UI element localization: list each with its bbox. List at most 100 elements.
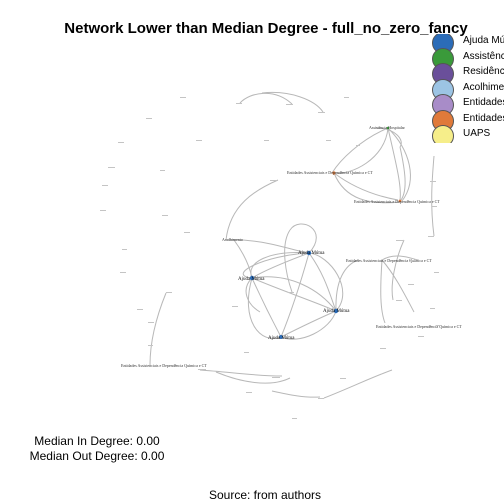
edge <box>331 127 389 174</box>
edge <box>280 310 337 340</box>
edge <box>381 259 415 313</box>
node-label-ajuda-bottom: Ajuda Mútua <box>268 336 295 341</box>
legend-swatch <box>432 125 454 143</box>
edges <box>149 91 435 399</box>
edge <box>399 146 406 201</box>
median-in-degree: Median In Degree: 0.00 <box>34 434 160 448</box>
legend-label: Entidades <box>463 112 504 124</box>
edge <box>251 252 310 279</box>
isolated-node <box>430 308 435 309</box>
node-ajuda-left[interactable] <box>249 275 255 281</box>
isolated-node <box>272 377 280 378</box>
edge <box>381 255 419 261</box>
node-label-acolhimento: Acolhimento <box>222 237 243 242</box>
isolated-node <box>430 181 436 182</box>
edge <box>280 252 310 338</box>
isolated-node <box>356 145 360 146</box>
isolated-node <box>434 272 439 273</box>
nodes <box>249 126 402 339</box>
legend-label: Acolhime <box>463 81 504 93</box>
isolated-node <box>108 167 115 168</box>
edge <box>247 277 282 339</box>
node-label-ajuda-top: Ajuda Mútua <box>298 251 325 256</box>
edge <box>284 229 293 293</box>
edge <box>375 127 402 148</box>
isolated-node <box>380 348 386 349</box>
isolated-node <box>137 309 143 310</box>
isolated-node <box>118 142 124 143</box>
legend: Ajuda Mú Assistênc Residênc Acolhime Entidad… <box>432 34 504 143</box>
edge <box>225 179 279 241</box>
isolated-node-marks <box>100 97 441 419</box>
isolated-node <box>100 210 106 211</box>
edge <box>239 92 293 105</box>
isolated-node <box>148 345 153 346</box>
node-label-ajuda-right: Ajuda Mútua <box>323 309 350 314</box>
edge <box>271 390 321 398</box>
isolated-node <box>292 418 297 419</box>
edge <box>387 127 411 202</box>
node-ajuda-bottom[interactable] <box>279 335 283 339</box>
edge <box>245 277 261 313</box>
isolated-node <box>408 284 414 285</box>
isolated-node <box>160 170 165 171</box>
isolated-node <box>410 260 416 261</box>
edge <box>215 371 291 384</box>
legend-label: Residênc <box>463 66 504 77</box>
edge <box>261 91 324 113</box>
isolated-node <box>148 322 154 323</box>
edge <box>335 259 359 312</box>
edge <box>280 310 337 338</box>
isolated-node <box>244 352 249 353</box>
edge <box>387 127 401 201</box>
isolated-node <box>196 140 202 141</box>
edge <box>225 239 310 254</box>
isolated-node <box>428 236 434 237</box>
edge <box>251 277 282 338</box>
isolated-node <box>344 97 349 98</box>
isolated-node <box>166 292 172 293</box>
node-label-entidade-bottom-left: Entidades Assistenciais e Dependência Qu… <box>121 363 207 368</box>
legend-label: UAPS <box>463 128 491 139</box>
node-entidade[interactable] <box>398 199 402 203</box>
chart-title: Network Lower than Median Degree - full_… <box>64 20 468 37</box>
isolated-node <box>418 336 424 337</box>
legend-label: Entidades <box>463 97 504 108</box>
isolated-node <box>286 104 293 105</box>
legend-label: Ajuda Mú <box>463 35 504 46</box>
isolated-node <box>232 306 238 307</box>
node-hospital[interactable] <box>386 126 390 130</box>
node-label-ajuda-left: Ajuda Mútua <box>238 277 265 282</box>
node-label-entidade-upper: Entidades Assistenciais e Dependência Qu… <box>287 170 373 175</box>
node-label-entidade-right-low: Entidades Assistenciais e Dependência Qu… <box>376 324 462 329</box>
degree-stats: Median In Degree: 0.00 Median Out Degree… <box>0 434 194 464</box>
isolated-node <box>198 369 206 370</box>
node-ajuda-right[interactable] <box>333 308 339 314</box>
edge <box>323 369 393 399</box>
isolated-node <box>122 249 127 250</box>
legend-label: Assistênc <box>463 50 504 62</box>
edge <box>380 259 386 324</box>
isolated-node <box>436 325 441 326</box>
isolated-node <box>264 140 269 141</box>
median-out-degree: Median Out Degree: 0.00 <box>29 449 165 463</box>
edge <box>308 252 337 312</box>
node-ajuda-top[interactable] <box>306 250 312 256</box>
edge <box>333 172 399 201</box>
edge <box>391 239 405 301</box>
isolated-node <box>236 103 242 104</box>
node-labels: Assistência Hospitalar Entidades Assiste… <box>121 125 462 368</box>
edge <box>243 252 310 279</box>
isolated-node <box>184 232 190 233</box>
isolated-node <box>246 392 252 393</box>
isolated-node <box>318 112 325 113</box>
isolated-node <box>162 215 168 216</box>
node-entidade[interactable] <box>332 171 336 175</box>
isolated-node <box>270 180 277 181</box>
edge <box>251 276 337 312</box>
edge <box>431 155 435 237</box>
edge <box>333 172 401 204</box>
node-label-entidade-lower: Entidades Assistenciais e Dependência Qu… <box>354 199 440 204</box>
edge <box>335 127 389 174</box>
isolated-node <box>396 240 404 241</box>
